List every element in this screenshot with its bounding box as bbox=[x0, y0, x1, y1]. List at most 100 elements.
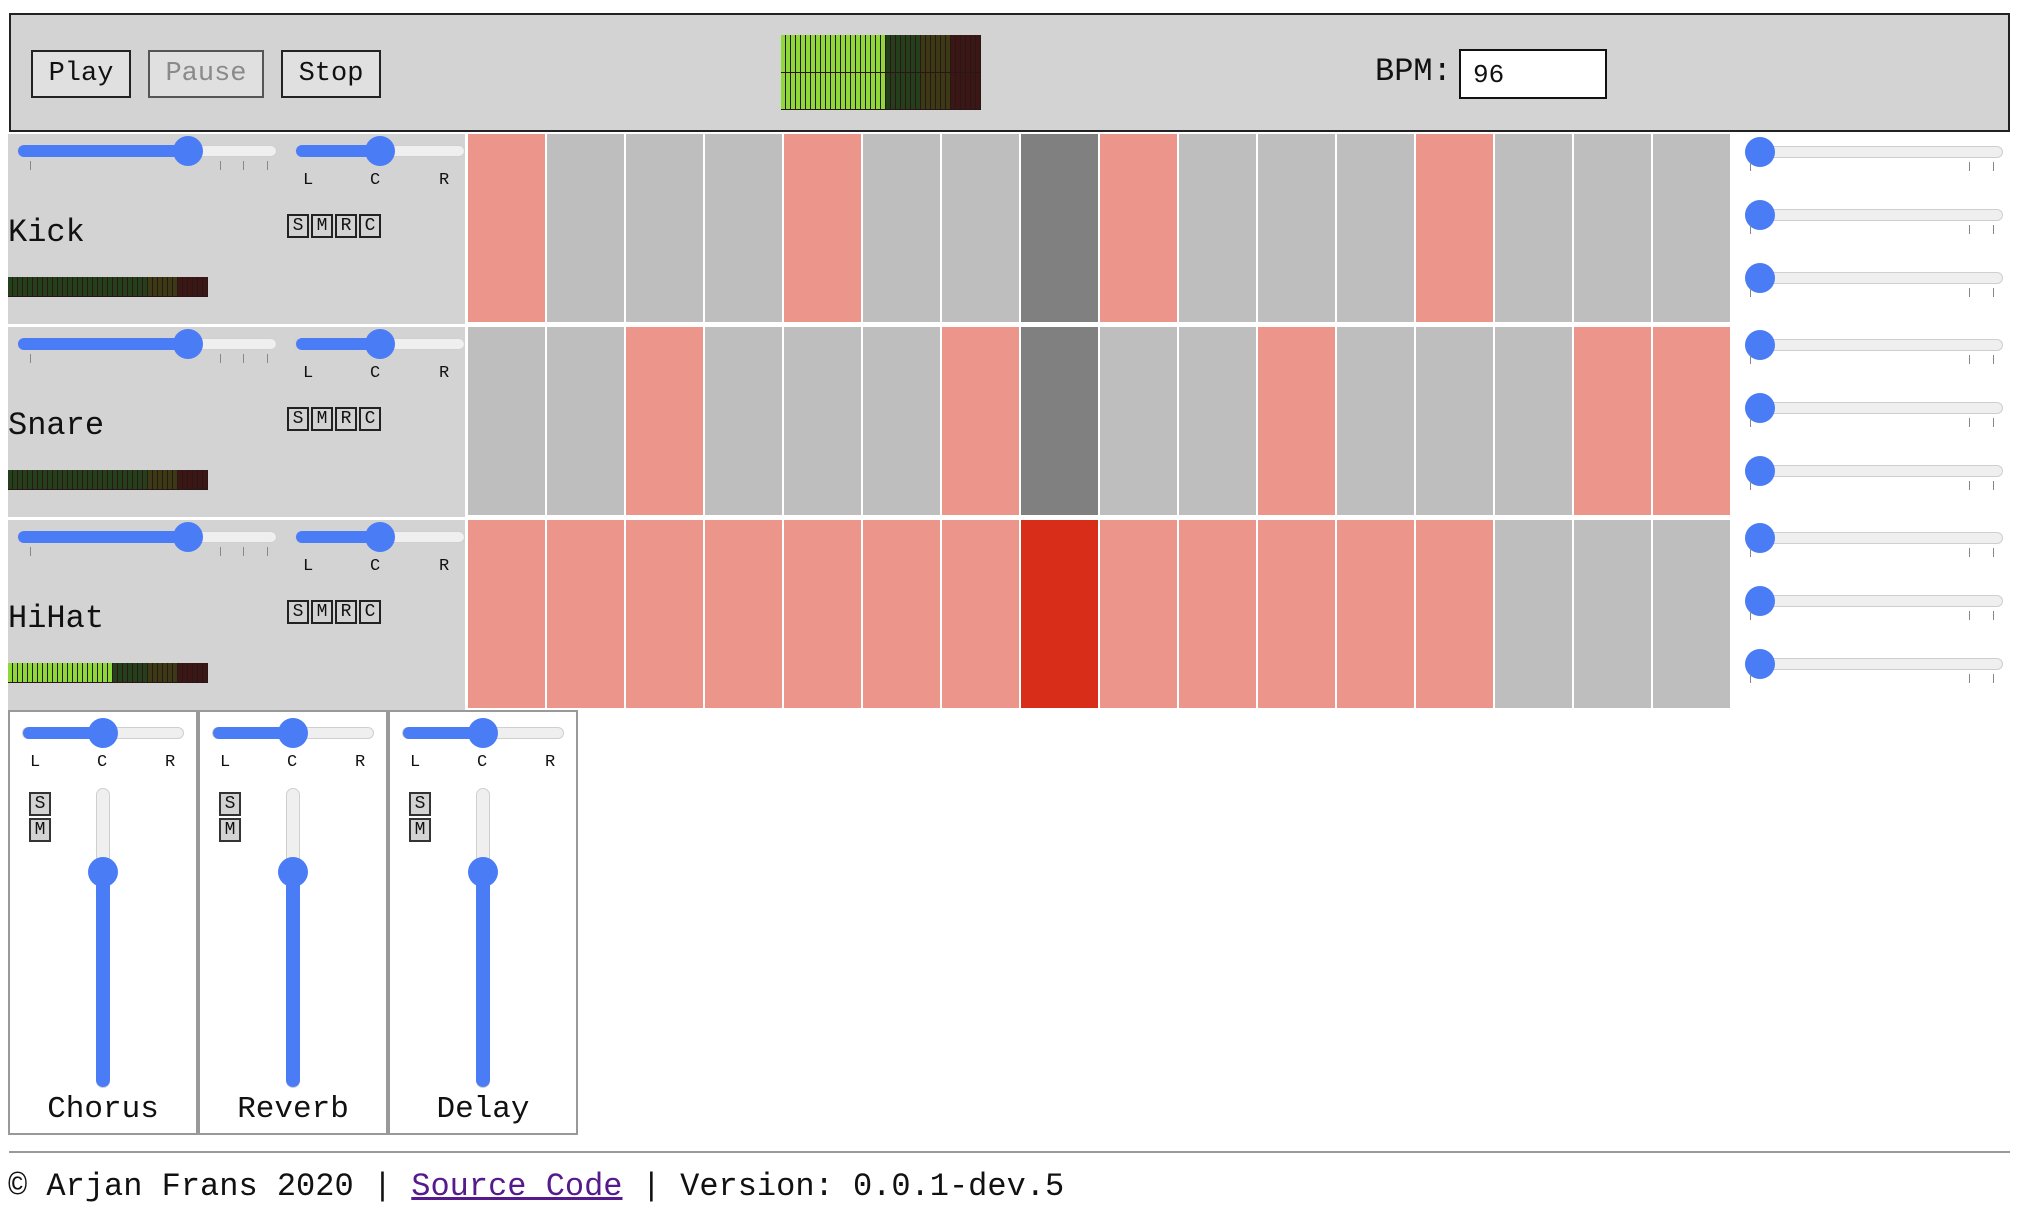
volume-slider[interactable] bbox=[17, 145, 277, 157]
step-cell[interactable] bbox=[1179, 520, 1256, 708]
fx-level-slider[interactable] bbox=[476, 788, 490, 1088]
send-slider-knob[interactable] bbox=[1745, 586, 1775, 616]
step-cell[interactable] bbox=[1416, 134, 1493, 322]
volume-slider-knob[interactable] bbox=[173, 329, 204, 359]
send-slider-knob[interactable] bbox=[1745, 200, 1775, 230]
send-slider-knob[interactable] bbox=[1745, 523, 1775, 553]
step-cell[interactable] bbox=[942, 134, 1019, 322]
send-slider-knob[interactable] bbox=[1745, 263, 1775, 293]
step-cell[interactable] bbox=[942, 327, 1019, 515]
pan-slider-knob[interactable] bbox=[365, 522, 395, 552]
step-cell[interactable] bbox=[1179, 134, 1256, 322]
fx-pan-slider-knob[interactable] bbox=[88, 718, 118, 748]
send-slider[interactable] bbox=[1745, 402, 2003, 414]
track-button-c[interactable]: C bbox=[359, 214, 381, 238]
send-slider[interactable] bbox=[1745, 146, 2003, 158]
track-button-m[interactable]: M bbox=[311, 600, 333, 624]
step-cell[interactable] bbox=[626, 520, 703, 708]
step-cell[interactable] bbox=[547, 327, 624, 515]
step-cell[interactable] bbox=[863, 134, 940, 322]
step-cell[interactable] bbox=[1021, 520, 1098, 708]
fx-level-slider[interactable] bbox=[96, 788, 110, 1088]
step-cell[interactable] bbox=[784, 327, 861, 515]
fx-level-slider[interactable] bbox=[286, 788, 300, 1088]
send-slider[interactable] bbox=[1745, 272, 2003, 284]
fx-level-knob[interactable] bbox=[278, 857, 308, 887]
fx-pan-slider-knob[interactable] bbox=[468, 718, 498, 748]
step-cell[interactable] bbox=[1574, 134, 1651, 322]
step-cell[interactable] bbox=[942, 520, 1019, 708]
step-cell[interactable] bbox=[1021, 327, 1098, 515]
step-cell[interactable] bbox=[1574, 520, 1651, 708]
step-cell[interactable] bbox=[1100, 327, 1177, 515]
send-slider[interactable] bbox=[1745, 465, 2003, 477]
step-cell[interactable] bbox=[1179, 327, 1256, 515]
step-cell[interactable] bbox=[468, 520, 545, 708]
track-button-s[interactable]: S bbox=[287, 407, 309, 431]
step-cell[interactable] bbox=[784, 520, 861, 708]
bpm-input[interactable]: 96 bbox=[1459, 49, 1607, 99]
send-slider-knob[interactable] bbox=[1745, 393, 1775, 423]
step-cell[interactable] bbox=[1100, 134, 1177, 322]
track-button-m[interactable]: M bbox=[311, 407, 333, 431]
step-cell[interactable] bbox=[1258, 520, 1335, 708]
step-cell[interactable] bbox=[1495, 520, 1572, 708]
step-cell[interactable] bbox=[1258, 327, 1335, 515]
step-cell[interactable] bbox=[1337, 327, 1414, 515]
send-slider-knob[interactable] bbox=[1745, 137, 1775, 167]
send-slider-knob[interactable] bbox=[1745, 649, 1775, 679]
step-cell[interactable] bbox=[1653, 520, 1730, 708]
track-button-r[interactable]: R bbox=[335, 214, 357, 238]
fx-button-m[interactable]: M bbox=[409, 818, 431, 842]
fx-button-m[interactable]: M bbox=[219, 818, 241, 842]
step-cell[interactable] bbox=[1416, 520, 1493, 708]
send-slider-knob[interactable] bbox=[1745, 330, 1775, 360]
fx-level-knob[interactable] bbox=[468, 857, 498, 887]
stop-button[interactable]: Stop bbox=[281, 50, 381, 98]
send-slider[interactable] bbox=[1745, 532, 2003, 544]
volume-slider[interactable] bbox=[17, 338, 277, 350]
track-button-s[interactable]: S bbox=[287, 600, 309, 624]
send-slider[interactable] bbox=[1745, 209, 2003, 221]
send-slider[interactable] bbox=[1745, 339, 2003, 351]
pan-slider-knob[interactable] bbox=[365, 136, 395, 166]
step-cell[interactable] bbox=[705, 327, 782, 515]
step-cell[interactable] bbox=[1100, 520, 1177, 708]
fx-button-s[interactable]: S bbox=[409, 792, 431, 816]
pause-button[interactable]: Pause bbox=[148, 50, 264, 98]
step-cell[interactable] bbox=[784, 134, 861, 322]
step-cell[interactable] bbox=[1495, 134, 1572, 322]
step-cell[interactable] bbox=[1416, 327, 1493, 515]
step-cell[interactable] bbox=[1495, 327, 1572, 515]
send-slider-knob[interactable] bbox=[1745, 456, 1775, 486]
track-button-s[interactable]: S bbox=[287, 214, 309, 238]
step-cell[interactable] bbox=[1574, 327, 1651, 515]
fx-button-s[interactable]: S bbox=[219, 792, 241, 816]
volume-slider-knob[interactable] bbox=[173, 522, 204, 552]
step-cell[interactable] bbox=[1258, 134, 1335, 322]
track-button-c[interactable]: C bbox=[359, 407, 381, 431]
step-cell[interactable] bbox=[705, 520, 782, 708]
step-cell[interactable] bbox=[468, 327, 545, 515]
fx-button-m[interactable]: M bbox=[29, 818, 51, 842]
fx-button-s[interactable]: S bbox=[29, 792, 51, 816]
fx-level-knob[interactable] bbox=[88, 857, 118, 887]
track-button-r[interactable]: R bbox=[335, 407, 357, 431]
step-cell[interactable] bbox=[1337, 520, 1414, 708]
step-cell[interactable] bbox=[1653, 327, 1730, 515]
send-slider[interactable] bbox=[1745, 595, 2003, 607]
step-cell[interactable] bbox=[626, 327, 703, 515]
track-button-r[interactable]: R bbox=[335, 600, 357, 624]
send-slider[interactable] bbox=[1745, 658, 2003, 670]
source-code-link[interactable]: Source Code bbox=[411, 1168, 623, 1205]
step-cell[interactable] bbox=[547, 134, 624, 322]
step-cell[interactable] bbox=[468, 134, 545, 322]
volume-slider-knob[interactable] bbox=[173, 136, 204, 166]
pan-slider-knob[interactable] bbox=[365, 329, 395, 359]
step-cell[interactable] bbox=[1021, 134, 1098, 322]
track-button-m[interactable]: M bbox=[311, 214, 333, 238]
step-cell[interactable] bbox=[626, 134, 703, 322]
volume-slider[interactable] bbox=[17, 531, 277, 543]
play-button[interactable]: Play bbox=[31, 50, 131, 98]
fx-pan-slider-knob[interactable] bbox=[278, 718, 308, 748]
